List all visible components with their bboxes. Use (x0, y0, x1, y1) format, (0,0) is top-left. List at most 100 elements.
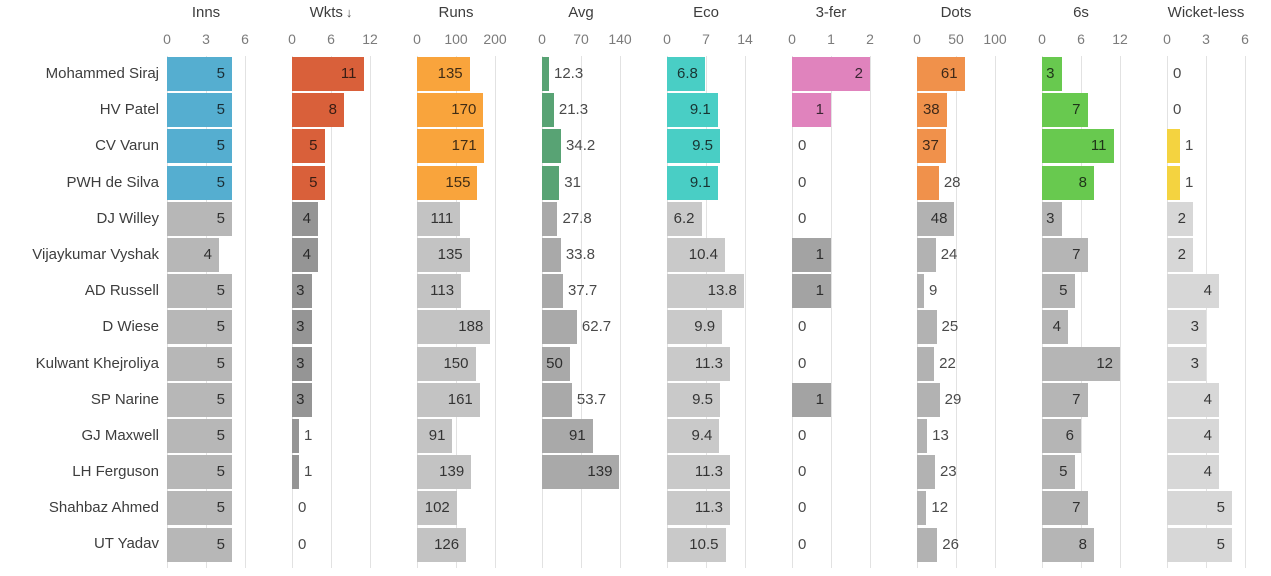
cell-6s-ut-yadav: 8 (1042, 526, 1167, 562)
column-header-inns[interactable]: Inns 0 3 6 (163, 0, 292, 56)
bar-value: 1 (1185, 173, 1194, 191)
bar-value: 26 (942, 535, 959, 553)
cell-wicket-less-gj-maxwell: 4 (1167, 418, 1271, 454)
gridlines (792, 56, 871, 568)
column-title[interactable]: Wicket-less (1167, 4, 1245, 21)
axis-tick: 14 (737, 31, 753, 47)
axis-tick: 6 (241, 31, 249, 47)
gridline (745, 56, 746, 568)
bar: 10.4 (667, 238, 725, 273)
bar: 3 (292, 310, 312, 345)
bar-value: 28 (943, 173, 961, 191)
bar: 2 (792, 57, 870, 92)
bar: 9.5 (667, 382, 720, 417)
bar: 3 (1042, 201, 1062, 236)
column-header-wicket-less[interactable]: Wicket-less 0 3 6 (1163, 0, 1271, 56)
bar: 3 (1167, 346, 1206, 381)
bar: 2 (1167, 201, 1193, 236)
column-header-runs[interactable]: Runs 0 100 200 (413, 0, 542, 56)
bar-value: 25 (941, 318, 959, 336)
bar: 5 (167, 165, 232, 200)
bar-value: 29 (944, 390, 962, 408)
cell-3-fer-shahbaz-ahmed: 0 (792, 490, 917, 526)
axis-tick: 3 (1202, 31, 1210, 47)
bar: 61 (917, 57, 965, 92)
bar (917, 455, 935, 490)
bar: 9.1 (667, 93, 718, 128)
row-label-ad-russell: AD Russell (84, 282, 159, 300)
bar (542, 310, 577, 345)
bar (917, 491, 927, 526)
bar: 6 (1042, 418, 1081, 453)
column-title[interactable]: Wkts ↓ (309, 4, 353, 21)
row-label-vijaykumar-vyshak: Vijaykumar Vyshak (32, 245, 159, 263)
column-title[interactable]: Runs (438, 4, 474, 21)
cell-eco-mohammed-siraj: 6.8 (667, 56, 792, 92)
bar: 135 (417, 238, 470, 273)
column-header-dots[interactable]: Dots 0 50 100 (913, 0, 1042, 56)
column-title[interactable]: 6s (1073, 4, 1089, 21)
bar: 91 (417, 418, 453, 453)
cell-3-fer-gj-maxwell: 0 (792, 418, 917, 454)
cell-3-fer-pwh-de-silva: 0 (792, 165, 917, 201)
column-header-eco[interactable]: Eco 0 7 14 (663, 0, 792, 56)
bar: 5 (167, 129, 232, 164)
cell-avg-gj-maxwell: 91 (542, 418, 667, 454)
gridline (495, 56, 496, 568)
bar-value: 34.2 (566, 137, 596, 155)
cell-dots-ad-russell: 9 (917, 273, 1042, 309)
cell-3-fer-dj-willey: 0 (792, 201, 917, 237)
bar: 5 (167, 310, 232, 345)
bar: 3 (292, 274, 312, 309)
axis-ticks: 0 50 100 (913, 26, 1007, 56)
column-header-avg[interactable]: Avg 0 70 140 (538, 0, 667, 56)
cell-wicket-less-pwh-de-silva: 1 (1167, 165, 1271, 201)
row-label-kulwant-khejroliya: Kulwant Khejroliya (35, 354, 159, 372)
cell-wkts-ut-yadav: 0 (292, 526, 417, 562)
axis-ticks: 0 6 12 (288, 26, 378, 56)
bar: 4 (1167, 274, 1219, 309)
bar-value: 12.3 (554, 65, 584, 83)
column-header-3-fer[interactable]: 3-fer 0 1 2 (788, 0, 917, 56)
bar: 4 (1167, 455, 1219, 490)
cell-eco-d-wiese: 9.9 (667, 309, 792, 345)
cell-inns-sp-narine: 5 (167, 382, 292, 418)
column-title[interactable]: Avg (568, 4, 594, 21)
bar-value: 9 (929, 282, 938, 300)
gridline (1081, 56, 1082, 568)
column-header-wkts[interactable]: Wkts ↓ 0 6 12 (288, 0, 417, 56)
bar (542, 274, 563, 309)
bar: 1 (792, 382, 831, 417)
column-title[interactable]: Inns (191, 4, 221, 21)
cell-6s-pwh-de-silva: 8 (1042, 165, 1167, 201)
bar: 139 (542, 455, 620, 490)
cell-3-fer-hv-patel: 1 (792, 92, 917, 128)
bar (1167, 165, 1180, 200)
zero-value: 0 (1173, 65, 1182, 83)
axis-tick: 100 (983, 31, 1007, 47)
axis-tick: 0 (1163, 31, 1171, 47)
zero-value: 0 (298, 499, 307, 517)
column-title[interactable]: 3-fer (815, 4, 847, 21)
zero-value: 0 (798, 499, 807, 517)
gridline (331, 56, 332, 568)
bar: 5 (167, 491, 232, 526)
cell-6s-hv-patel: 7 (1042, 92, 1167, 128)
cell-inns-lh-ferguson: 5 (167, 454, 292, 490)
cell-eco-gj-maxwell: 9.4 (667, 418, 792, 454)
column-title[interactable]: Eco (693, 4, 719, 21)
cell-inns-hv-patel: 5 (167, 92, 292, 128)
bar: 4 (167, 238, 219, 273)
cell-wkts-cv-varun: 5 (292, 128, 417, 164)
cell-6s-shahbaz-ahmed: 7 (1042, 490, 1167, 526)
cell-runs-lh-ferguson: 139 (417, 454, 542, 490)
bar: 5 (1167, 491, 1232, 526)
cell-wicket-less-dj-willey: 2 (1167, 201, 1271, 237)
cell-dots-vijaykumar-vyshak: 24 (917, 237, 1042, 273)
cell-6s-sp-narine: 7 (1042, 382, 1167, 418)
cell-6s-dj-willey: 3 (1042, 201, 1167, 237)
bar: 3 (1042, 57, 1062, 92)
column-title[interactable]: Dots (940, 4, 972, 21)
column-header-6s[interactable]: 6s 0 6 12 (1038, 0, 1167, 56)
cell-runs-hv-patel: 170 (417, 92, 542, 128)
